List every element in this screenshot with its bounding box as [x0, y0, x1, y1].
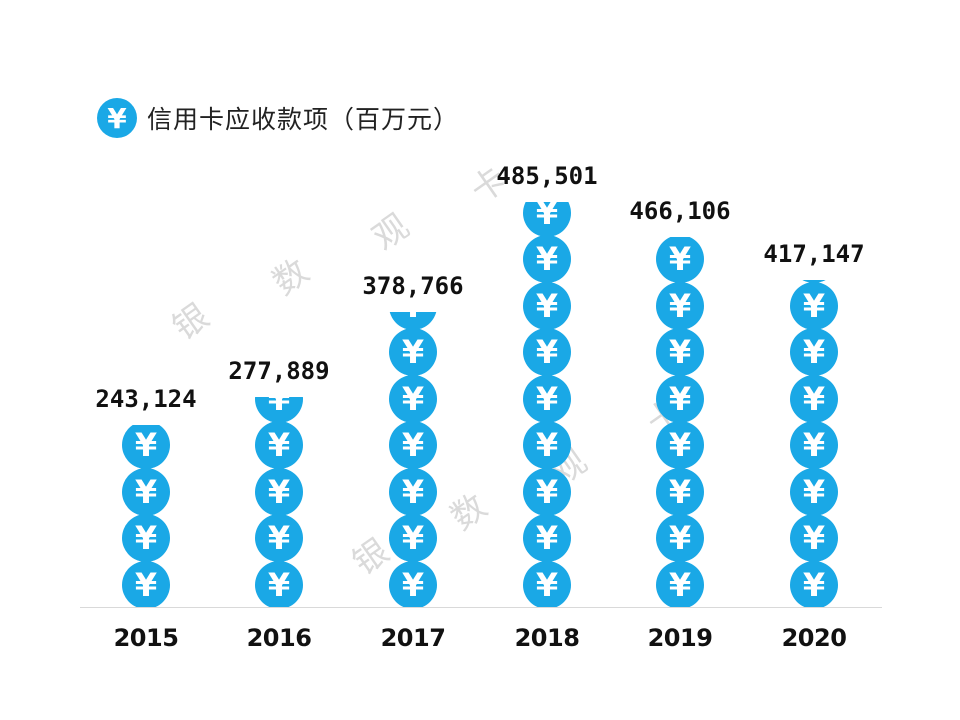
- bar-2019: ¥ ¥ ¥ ¥ ¥ ¥ ¥ ¥: [656, 237, 704, 607]
- yuan-coin-icon: ¥: [656, 374, 704, 422]
- yuan-coin-icon: ¥: [255, 421, 303, 469]
- yuan-coin-icon: ¥: [389, 560, 437, 607]
- yuan-coin-icon: ¥: [389, 328, 437, 376]
- value-label: 378,766: [362, 272, 464, 300]
- bar-2016: ¥ ¥ ¥ ¥ ¥: [255, 397, 303, 607]
- watermark-char: 数: [265, 251, 317, 304]
- x-tick-label: 2017: [380, 624, 446, 652]
- yuan-coin-icon: ¥: [523, 421, 571, 469]
- watermark-char: 银: [165, 296, 217, 349]
- x-tick-label: 2016: [246, 624, 312, 652]
- yuan-coin-icon: ¥: [523, 202, 571, 236]
- yuan-coin-icon: ¥: [523, 514, 571, 562]
- x-axis-line: [80, 607, 882, 608]
- yuan-coin-icon: ¥: [122, 467, 170, 515]
- value-label: 485,501: [496, 162, 598, 190]
- yuan-coin-icon: ¥: [790, 374, 838, 422]
- yuan-coin-icon: ¥: [255, 467, 303, 515]
- yuan-coin-icon: ¥: [656, 281, 704, 329]
- yuan-coin-icon: ¥: [255, 514, 303, 562]
- bar-2020: ¥¥¥¥¥¥¥¥: [790, 280, 838, 607]
- chart-title-text: 信用卡应收款项（百万元）: [147, 105, 460, 134]
- yuan-coin-icon: ¥: [523, 467, 571, 515]
- yuan-coin-icon: ¥: [255, 560, 303, 607]
- yuan-coin-icon: ¥: [790, 467, 838, 515]
- bar-2018: ¥ ¥ ¥ ¥ ¥ ¥ ¥ ¥ ¥: [523, 202, 571, 607]
- yuan-coin-icon: ¥: [389, 514, 437, 562]
- yuan-coin-icon: ¥: [656, 421, 704, 469]
- yuan-coin-icon: ¥: [523, 281, 571, 329]
- x-tick-label: 2019: [647, 624, 713, 652]
- watermark-char: 数: [443, 486, 495, 539]
- yuan-coin-icon: ¥: [790, 560, 838, 607]
- yuan-coin-icon: ¥: [790, 514, 838, 562]
- bar-2017: ¥¥¥¥¥¥¥: [389, 312, 437, 607]
- yuan-coin-icon: ¥: [790, 280, 838, 283]
- value-label: 243,124: [95, 385, 197, 413]
- yuan-coin-icon: ¥: [656, 237, 704, 283]
- yuan-coin-icon: ¥: [122, 425, 170, 469]
- yuan-coin-icon: ¥: [523, 374, 571, 422]
- yuan-coin-icon: ¥: [656, 467, 704, 515]
- yuan-coin-icon: ¥: [790, 281, 838, 329]
- yuan-coin-icon: ¥: [523, 235, 571, 283]
- yuan-coin-icon: ¥: [656, 514, 704, 562]
- yuan-icon: ¥: [97, 98, 137, 138]
- x-tick-label: 2015: [113, 624, 179, 652]
- x-tick-label: 2020: [781, 624, 847, 652]
- bar-2015: ¥ ¥ ¥ ¥: [122, 425, 170, 607]
- yuan-coin-icon: ¥: [389, 312, 437, 329]
- x-tick-label: 2018: [514, 624, 580, 652]
- chart-title: ¥ 信用卡应收款项（百万元）: [97, 98, 459, 138]
- value-label: 417,147: [763, 240, 865, 268]
- yuan-coin-icon: ¥: [790, 328, 838, 376]
- yuan-coin-icon: ¥: [790, 421, 838, 469]
- yuan-coin-icon: ¥: [656, 560, 704, 607]
- value-label: 277,889: [228, 357, 330, 385]
- yuan-coin-icon: ¥: [389, 421, 437, 469]
- yuan-coin-icon: ¥: [656, 328, 704, 376]
- yuan-coin-icon: ¥: [389, 374, 437, 422]
- yuan-coin-icon: ¥: [523, 328, 571, 376]
- yuan-coin-icon: ¥: [255, 397, 303, 422]
- yuan-coin-icon: ¥: [523, 560, 571, 607]
- watermark-char: 观: [365, 206, 417, 259]
- yuan-coin-icon: ¥: [389, 467, 437, 515]
- yuan-coin-icon: ¥: [122, 560, 170, 607]
- value-label: 466,106: [629, 197, 731, 225]
- yuan-coin-icon: ¥: [122, 514, 170, 562]
